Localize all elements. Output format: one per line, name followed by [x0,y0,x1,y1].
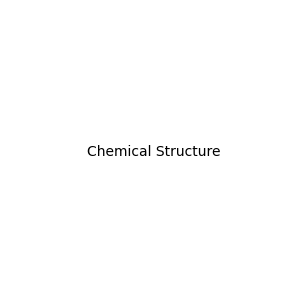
Text: Chemical Structure: Chemical Structure [87,145,220,158]
